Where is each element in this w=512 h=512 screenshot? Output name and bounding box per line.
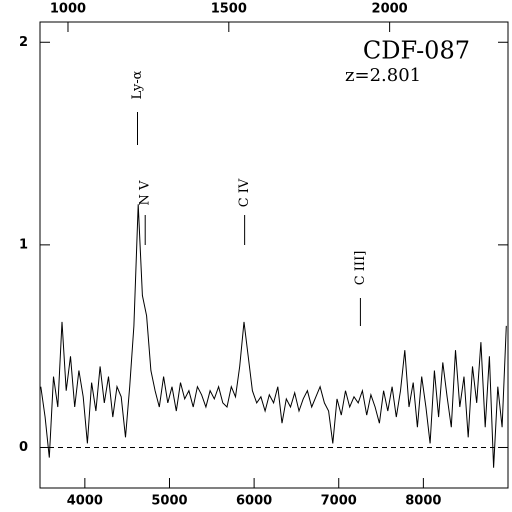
y-tick-label: 1 bbox=[19, 237, 28, 252]
x-tick-label: 6000 bbox=[236, 494, 272, 509]
x-tick-label: 8000 bbox=[405, 494, 441, 509]
chart-title: CDF-087 bbox=[363, 37, 470, 65]
plot-frame bbox=[39, 21, 509, 489]
line-label: C III] bbox=[353, 251, 368, 286]
spectrum-line bbox=[40, 204, 507, 468]
line-label: N V bbox=[138, 180, 153, 206]
y-tick-label: 2 bbox=[19, 35, 28, 50]
y-tick-label: 0 bbox=[19, 440, 28, 455]
x2-tick-label: 2000 bbox=[372, 2, 408, 17]
chart-subtitle: z=2.801 bbox=[345, 65, 421, 86]
line-label: Ly-α bbox=[130, 70, 145, 99]
x-tick-label: 7000 bbox=[321, 494, 357, 509]
line-label: C IV bbox=[237, 178, 252, 207]
x-tick-label: 5000 bbox=[151, 494, 187, 509]
x-tick-label: 4000 bbox=[67, 494, 103, 509]
x2-tick-label: 1500 bbox=[211, 2, 247, 17]
x2-tick-label: 1000 bbox=[50, 2, 86, 17]
